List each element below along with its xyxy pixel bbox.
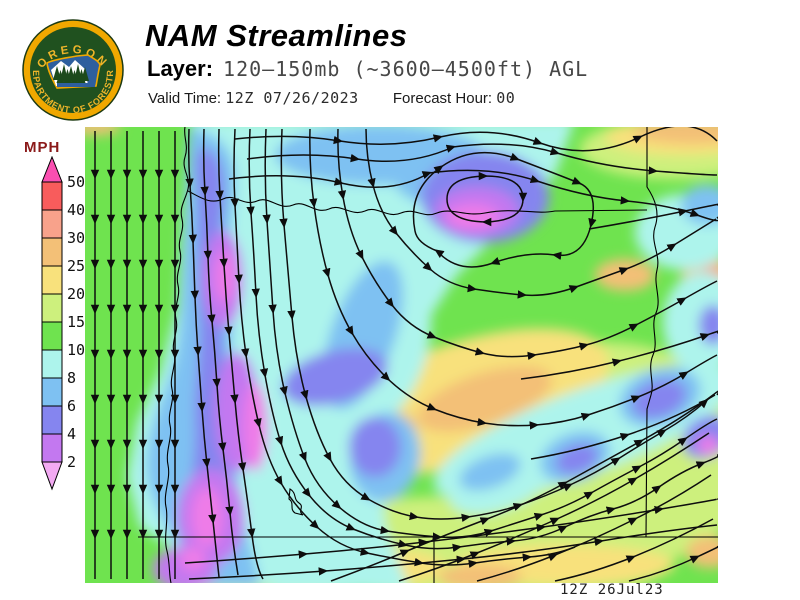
legend-segment xyxy=(41,405,63,435)
legend-segment xyxy=(41,265,63,295)
legend-tick-label: 20 xyxy=(67,285,85,303)
odf-logo: OREGON DEPARTMENT OF FORESTRY xyxy=(22,19,124,121)
legend-tick-label: 50 xyxy=(67,173,85,191)
legend-tick-label: 10 xyxy=(67,341,85,359)
water xyxy=(57,83,95,87)
legend-segment xyxy=(41,293,63,323)
legend-segment xyxy=(41,433,63,463)
legend-tick-label: 4 xyxy=(67,425,76,443)
legend-tick-label: 15 xyxy=(67,313,85,331)
legend-tick-label: 40 xyxy=(67,201,85,219)
trees xyxy=(53,64,89,83)
legend-tick-label: 6 xyxy=(67,397,76,415)
legend-segment xyxy=(41,377,63,407)
valid-time-value: 12Z 07/26/2023 xyxy=(225,89,359,107)
streamline-map xyxy=(85,127,718,583)
legend-segment xyxy=(41,209,63,239)
wind-speed-legend: 50 40 30 25 20 15 10 8 6 4 2 xyxy=(41,156,85,491)
legend-tick-label: 8 xyxy=(67,369,76,387)
legend-title: MPH xyxy=(24,139,61,156)
streamlines xyxy=(90,127,718,582)
legend-tick-label: 25 xyxy=(67,257,85,275)
legend-segment xyxy=(41,349,63,379)
legend-tip-top xyxy=(41,156,63,183)
legend-segment xyxy=(41,321,63,351)
legend-segment xyxy=(41,181,63,211)
legend-tick-label: 2 xyxy=(67,453,76,471)
valid-time-label: Valid Time: xyxy=(148,90,222,107)
map-timestamp: 12Z 26Jul23 xyxy=(560,582,664,598)
logo-emblem xyxy=(46,54,101,89)
layer-value: 120–150mb (~3600–4500ft) AGL xyxy=(223,57,589,81)
legend-tick-label: 30 xyxy=(67,229,85,247)
forecast-hour-value: 00 xyxy=(496,89,516,107)
page-title: NAM Streamlines xyxy=(145,18,408,53)
layer-label: Layer: xyxy=(147,56,214,81)
forecast-hour-label: Forecast Hour: xyxy=(392,90,493,107)
legend-tip-bottom xyxy=(41,461,63,491)
layer-row: Layer: 120–150mb (~3600–4500ft) AGL xyxy=(147,56,588,82)
valid-time-row: Valid Time: 12Z 07/26/2023 Forecast Hour… xyxy=(148,89,515,107)
legend-segment xyxy=(41,237,63,267)
